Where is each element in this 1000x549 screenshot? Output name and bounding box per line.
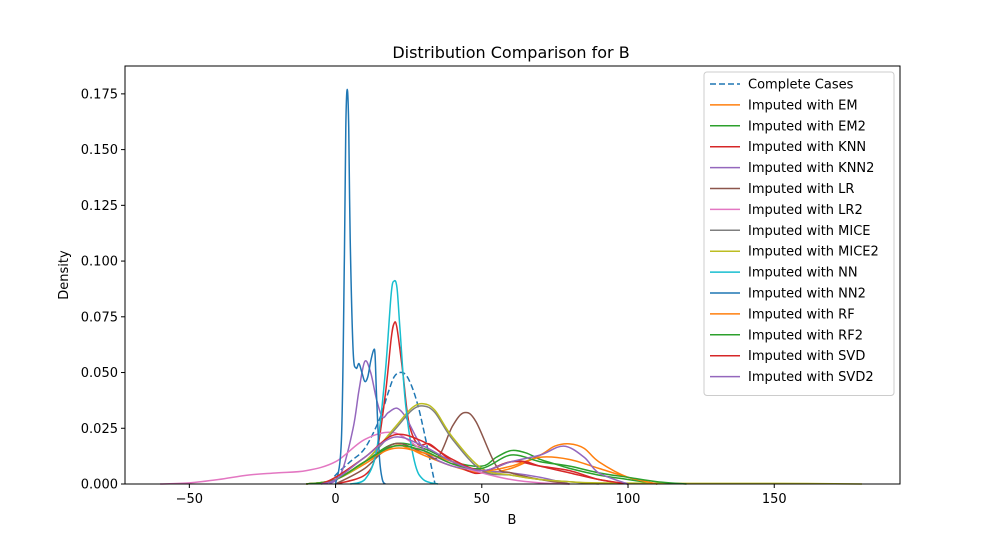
series-line-12 bbox=[306, 444, 687, 485]
x-tick-label: 0 bbox=[331, 492, 339, 507]
legend-label-8: Imputed with MICE2 bbox=[748, 245, 879, 260]
y-tick-label: 0.075 bbox=[81, 310, 118, 325]
series-line-0 bbox=[329, 371, 436, 485]
x-tick-label: 100 bbox=[616, 492, 641, 507]
legend-label-4: Imputed with KNN2 bbox=[748, 161, 874, 176]
x-tick-label: 150 bbox=[762, 492, 787, 507]
legend-box bbox=[703, 71, 895, 396]
legend-label-0: Complete Cases bbox=[748, 78, 854, 93]
legend: Complete Cases Imputed with EM Imputed wit… bbox=[703, 71, 895, 396]
x-axis-ticks: −50 0 50 100 150 bbox=[176, 484, 787, 507]
legend-label-7: Imputed with MICE bbox=[748, 224, 871, 239]
legend-label-6: Imputed with LR2 bbox=[748, 203, 863, 218]
y-tick-label: 0.175 bbox=[81, 87, 118, 102]
y-axis-label: Density bbox=[57, 250, 72, 300]
series-line-14 bbox=[320, 436, 629, 485]
x-tick-label: −50 bbox=[176, 492, 203, 507]
y-tick-label: 0.050 bbox=[81, 366, 118, 381]
legend-label-11: Imputed with RF bbox=[748, 307, 855, 322]
series-line-6 bbox=[160, 431, 570, 485]
y-tick-label: 0.150 bbox=[81, 143, 118, 158]
y-tick-label: 0.125 bbox=[81, 199, 118, 214]
series-line-10 bbox=[334, 88, 386, 485]
legend-label-3: Imputed with KNN bbox=[748, 140, 866, 155]
x-axis-label: B bbox=[508, 513, 517, 528]
series-line-5 bbox=[335, 411, 570, 485]
plot-frame bbox=[124, 65, 901, 485]
legend-label-9: Imputed with NN bbox=[748, 266, 858, 281]
y-axis-ticks: 0.000 0.025 0.050 0.075 0.100 0.125 0.150 0.175 bbox=[81, 87, 125, 493]
legend-label-13: Imputed with SVD bbox=[748, 349, 865, 364]
legend-label-10: Imputed with NN2 bbox=[748, 287, 866, 302]
series-line-9 bbox=[349, 279, 439, 485]
x-tick-label: 50 bbox=[474, 492, 491, 507]
legend-label-14: Imputed with SVD2 bbox=[748, 370, 874, 385]
legend-label-5: Imputed with LR bbox=[748, 182, 854, 197]
chart-title: Distribution Comparison for B bbox=[392, 43, 629, 62]
plot-area bbox=[160, 88, 862, 485]
legend-label-12: Imputed with RF2 bbox=[748, 328, 863, 343]
y-tick-label: 0.100 bbox=[81, 255, 118, 270]
y-tick-label: 0.000 bbox=[81, 478, 118, 493]
legend-label-1: Imputed with EM bbox=[748, 98, 858, 113]
legend-label-2: Imputed with EM2 bbox=[748, 119, 866, 134]
y-tick-label: 0.025 bbox=[81, 422, 118, 437]
